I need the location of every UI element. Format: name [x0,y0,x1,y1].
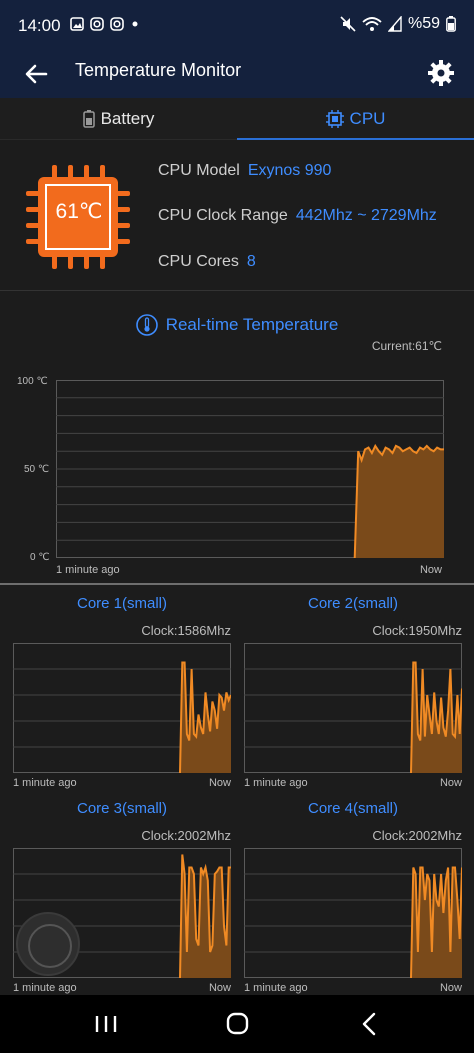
x-end-label: Now [208,982,231,994]
cpu-cores-row: CPU Cores 8 [158,253,256,271]
gear-icon[interactable] [424,56,458,90]
core-1-chart [13,643,231,773]
core-title: Core 1(small) [76,595,167,612]
realtime-chart [56,380,444,558]
core-4-chart [244,848,462,978]
cpu-clock-value: 442Mhz ~ 2729Mhz [295,207,437,224]
cpu-clock-label: CPU Clock Range [158,207,288,224]
wifi-icon [362,17,382,31]
tab-cpu[interactable]: CPU [237,98,474,140]
core-clock: Clock:1950Mhz [372,623,462,638]
series-line [179,661,231,773]
x-start-label: 1 minute ago [13,982,77,994]
cpu-chip-icon [26,165,130,269]
app-bar: Temperature Monitor [0,52,474,98]
back-arrow-icon[interactable] [20,58,52,90]
navigation-bar [0,995,474,1053]
image-icon [70,17,84,31]
y-tick-label: 100 ℃ [17,376,48,387]
cpu-model-row: CPU Model Exynos 990 [158,162,331,180]
tab-bar: Battery CPU [0,98,474,140]
cpu-model-value: Exynos 990 [247,162,332,179]
series-line [353,443,444,558]
back-icon[interactable] [350,1007,390,1041]
cpu-clock-row: CPU Clock Range 442Mhz ~ 2729Mhz [158,207,437,225]
signal-icon [387,16,402,32]
instagram-icon [90,17,104,31]
x-start-label: 1 minute ago [13,777,77,789]
core-title: Core 3(small) [76,800,167,817]
core-clock: Clock:2002Mhz [372,828,462,843]
home-icon[interactable] [217,1007,257,1041]
tab-cpu-label: CPU [349,109,386,128]
tab-battery[interactable]: Battery [0,98,237,140]
x-end-label: Now [439,982,462,994]
x-end-label: Now [208,777,231,789]
system-icons: %59 [340,15,456,33]
mute-icon [340,16,356,32]
core-1-panel: Core 1(small) Clock:1586Mhz 1 minute ago… [13,595,231,795]
core-title: Core 4(small) [307,800,398,817]
x-end-label: Now [419,564,442,576]
core-title: Core 2(small) [307,595,398,612]
thermometer-icon [135,314,158,336]
cpu-model-label: CPU Model [158,162,240,179]
x-start-label: 1 minute ago [244,777,308,789]
area-fill [354,445,444,558]
recent-apps-icon[interactable] [86,1007,126,1041]
realtime-temperature-section: Real-time Temperature Current:61℃ 100 ℃ … [0,292,474,584]
x-start-label: 1 minute ago [56,564,120,576]
y-tick-label: 50 ℃ [24,464,50,475]
dot-icon [132,21,138,27]
current-temperature: Current:61℃ [371,339,442,353]
realtime-title: Real-time Temperature [0,314,474,336]
battery-percent: %59 [407,15,440,32]
instagram-icon [110,17,124,31]
area-fill [180,662,231,773]
core-clock: Clock:1586Mhz [141,623,231,638]
cpu-cores-value: 8 [246,253,256,270]
floating-assistive-button[interactable] [16,912,80,976]
cpu-info-panel: 61℃ CPU Model Exynos 990 CPU Clock Range 4… [0,141,474,291]
series-line [410,866,462,978]
x-start-label: 1 minute ago [244,982,308,994]
notification-icons [70,17,140,31]
core-clock: Clock:2002Mhz [141,828,231,843]
status-bar: 14:00 %59 [0,0,474,52]
section-divider [0,583,474,585]
cpu-icon [325,110,344,128]
y-tick-label: 0 ℃ [30,552,50,563]
realtime-title-text: Real-time Temperature [165,315,339,334]
core-4-panel: Core 4(small) Clock:2002Mhz 1 minute ago… [244,800,462,1000]
core-2-chart [244,643,462,773]
cpu-cores-label: CPU Cores [158,253,239,270]
battery-status-icon [446,16,456,32]
battery-icon [82,110,95,128]
core-3-panel: Core 3(small) Clock:2002Mhz 1 minute ago… [13,800,231,1000]
x-end-label: Now [439,777,462,789]
page-title: Temperature Monitor [75,60,242,80]
series-line [179,854,231,978]
cpu-temperature: 61℃ [55,200,103,223]
core-2-panel: Core 2(small) Clock:1950Mhz 1 minute ago… [244,595,462,795]
tab-battery-label: Battery [100,109,155,128]
active-tab-indicator [237,138,474,140]
area-fill [180,854,231,978]
status-time: 14:00 [18,16,61,35]
series-line [410,661,462,773]
